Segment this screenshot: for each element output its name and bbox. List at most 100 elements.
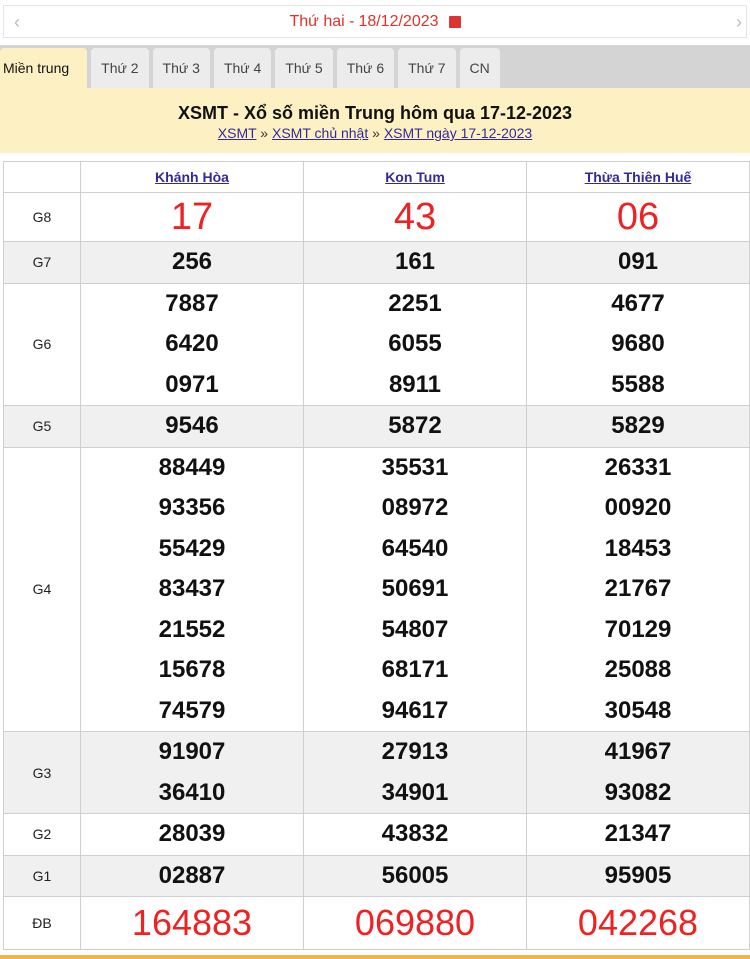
prize-row-0: G8 17 43 06 xyxy=(3,192,750,242)
prize-label: G5 xyxy=(3,405,81,448)
header-banner: XSMT - Xổ số miền Trung hôm qua 17-12-20… xyxy=(0,88,750,153)
tab-day-1[interactable]: Thứ 2 xyxy=(91,48,149,88)
prize-number: 25088 xyxy=(604,656,672,683)
prize-number: 55429 xyxy=(158,534,226,562)
prize-cell: 95905 xyxy=(526,854,750,897)
prize-number: 91907 xyxy=(158,738,226,765)
prize-number: 21347 xyxy=(604,820,672,847)
prize-row-3: G5 9546 5872 5829 xyxy=(3,405,750,448)
prize-cell: 2251 6055 8911 xyxy=(303,282,527,406)
prize-number: 00920 xyxy=(604,494,672,521)
prize-number: 50691 xyxy=(381,575,449,602)
prize-number: 6420 xyxy=(165,330,219,357)
prize-number: 069880 xyxy=(354,902,476,943)
prize-number: 74579 xyxy=(158,696,226,724)
prize-label: G3 xyxy=(3,731,81,814)
province-link[interactable]: Khánh Hòa xyxy=(155,169,229,185)
prize-number: 0971 xyxy=(165,370,219,398)
prize-number: 28039 xyxy=(158,820,226,847)
prize-number: 27913 xyxy=(381,738,449,765)
prize-label: G4 xyxy=(3,446,81,732)
prize-number: 83437 xyxy=(158,575,226,602)
prize-number: 06 xyxy=(616,196,660,238)
prize-row-8: ĐB 164883 069880 042268 xyxy=(3,896,750,950)
prize-number: 15678 xyxy=(158,656,226,683)
prize-label: G6 xyxy=(3,282,81,406)
prize-cell: 5829 xyxy=(526,405,750,448)
calendar-icon[interactable] xyxy=(448,15,461,28)
breadcrumb: XSMT » XSMT chủ nhật » XSMT ngày 17-12-2… xyxy=(0,125,750,141)
corner-cell xyxy=(3,161,81,193)
prize-number: 35531 xyxy=(381,453,449,481)
prize-number: 70129 xyxy=(604,615,672,643)
bottom-border xyxy=(0,955,750,959)
province-link[interactable]: Kon Tum xyxy=(385,169,445,185)
province-header: Thừa Thiên Huế xyxy=(526,161,750,193)
tab-bar: Miền trung Thứ 2 Thứ 3 Thứ 4 Thứ 5 Thứ 6 Thứ 7… xyxy=(0,45,750,88)
prize-number: 9546 xyxy=(165,412,219,439)
prize-number: 26331 xyxy=(604,453,672,481)
prize-label: G1 xyxy=(3,854,81,897)
prize-cell: 27913 34901 xyxy=(303,731,527,814)
prize-number: 042268 xyxy=(577,902,699,943)
breadcrumb-sunday[interactable]: XSMT chủ nhật xyxy=(272,125,369,141)
province-link[interactable]: Thừa Thiên Huế xyxy=(584,169,692,185)
tab-day-4[interactable]: Thứ 5 xyxy=(275,48,333,88)
tab-day-6[interactable]: Thứ 7 xyxy=(398,48,456,88)
prize-number: 164883 xyxy=(131,902,253,943)
prize-row-5: G3 91907 36410 27913 34901 41967 93082 xyxy=(3,731,750,814)
date-bar: ‹ Thứ hai - 18/12/2023 › xyxy=(3,5,747,38)
prize-number: 94617 xyxy=(381,696,449,724)
prize-cell: 5872 xyxy=(303,405,527,448)
prize-row-2: G6 7887 6420 0971 2251 6055 8911 4677 9680 5588 xyxy=(3,282,750,406)
province-header: Khánh Hòa xyxy=(80,161,304,193)
prize-number: 88449 xyxy=(158,453,226,481)
breadcrumb-sep: » xyxy=(368,125,384,141)
prize-number: 93356 xyxy=(158,494,226,521)
prize-number: 18453 xyxy=(604,534,672,562)
next-day-icon[interactable]: › xyxy=(736,12,742,32)
prize-number: 21552 xyxy=(158,615,226,643)
prize-number: 95905 xyxy=(604,861,672,889)
prize-number: 21767 xyxy=(604,575,672,602)
tab-day-7[interactable]: CN xyxy=(459,48,500,88)
tab-day-2[interactable]: Thứ 3 xyxy=(152,48,210,88)
prize-cell: 7887 6420 0971 xyxy=(80,282,304,406)
breadcrumb-sep: » xyxy=(256,125,272,141)
prize-cell: 91907 36410 xyxy=(80,731,304,814)
prize-cell: 41967 93082 xyxy=(526,731,750,814)
date-label[interactable]: 18/12/2023 xyxy=(358,12,439,30)
prize-number: 256 xyxy=(171,248,213,275)
prize-number: 8911 xyxy=(388,370,442,398)
prize-number: 7887 xyxy=(165,289,219,317)
breadcrumb-xsmt[interactable]: XSMT xyxy=(217,125,257,141)
prize-number: 93082 xyxy=(604,778,672,806)
prize-number: 08972 xyxy=(381,494,449,521)
prize-cell: 26331 00920 18453 21767 70129 25088 30548 xyxy=(526,446,750,732)
page-title: XSMT - Xổ số miền Trung hôm qua 17-12-20… xyxy=(177,103,573,123)
prize-number: 5588 xyxy=(611,370,665,398)
prize-label: ĐB xyxy=(3,896,81,950)
prize-number: 64540 xyxy=(381,534,449,562)
prev-day-icon[interactable]: ‹ xyxy=(14,12,20,32)
results-table: Khánh Hòa Kon Tum Thừa Thiên Huế G8 17 43 0… xyxy=(3,161,750,950)
prize-cell: 17 xyxy=(80,192,304,242)
prize-cell: 042268 xyxy=(526,896,750,950)
prize-cell: 161 xyxy=(303,241,527,284)
tab-mien-trung[interactable]: Miền trung xyxy=(0,48,88,88)
prize-cell: 56005 xyxy=(303,854,527,897)
prize-number: 161 xyxy=(394,248,436,275)
prize-number: 2251 xyxy=(388,289,442,317)
prize-number: 5829 xyxy=(611,412,665,439)
prize-cell: 091 xyxy=(526,241,750,284)
prize-number: 30548 xyxy=(604,696,672,724)
prize-number: 41967 xyxy=(604,738,672,765)
prize-number: 02887 xyxy=(158,861,226,889)
tab-day-5[interactable]: Thứ 6 xyxy=(336,48,395,88)
prize-cell: 06 xyxy=(526,192,750,242)
prize-number: 36410 xyxy=(158,778,226,806)
tab-day-3[interactable]: Thứ 4 xyxy=(213,48,272,88)
breadcrumb-date[interactable]: XSMT ngày 17-12-2023 xyxy=(383,125,533,141)
prize-number: 091 xyxy=(617,248,659,275)
prize-number: 43832 xyxy=(381,820,449,847)
